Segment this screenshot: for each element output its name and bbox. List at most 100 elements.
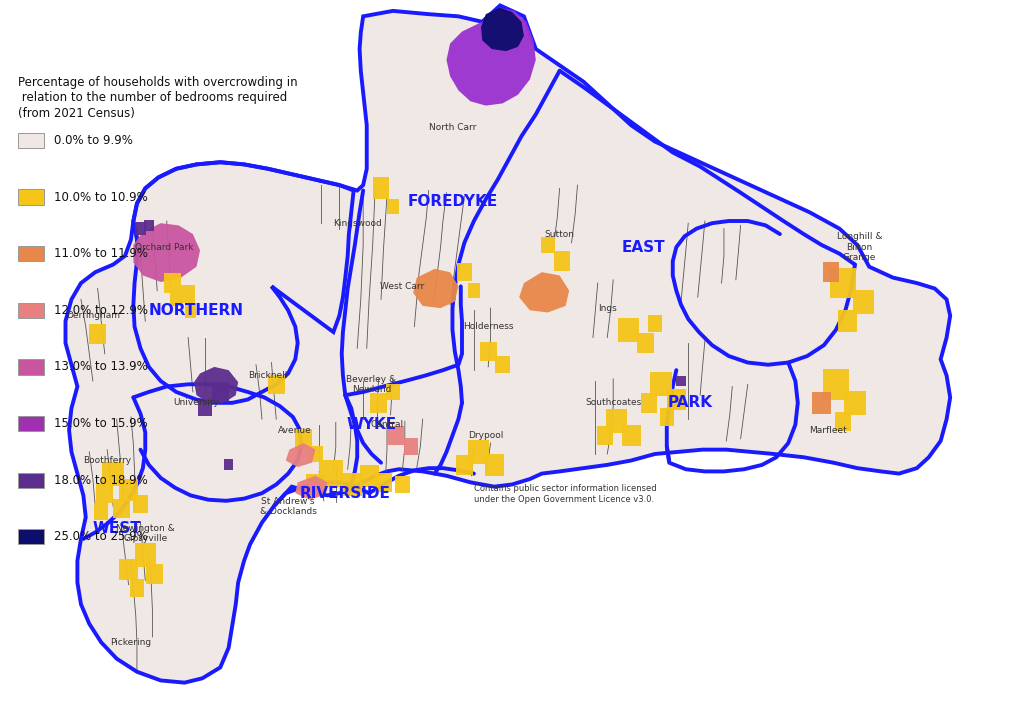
Text: (from 2021 Census): (from 2021 Census) [17,106,135,119]
Text: Avenue: Avenue [279,426,312,434]
FancyBboxPatch shape [17,473,44,488]
FancyBboxPatch shape [295,429,312,449]
Polygon shape [286,443,315,467]
FancyBboxPatch shape [17,529,44,544]
Text: Percentage of households with overcrowding in: Percentage of households with overcrowdi… [17,76,298,89]
FancyBboxPatch shape [319,460,343,487]
FancyBboxPatch shape [468,440,489,464]
Text: WYKE: WYKE [346,417,396,432]
FancyBboxPatch shape [94,503,109,521]
FancyBboxPatch shape [113,499,130,518]
Text: Ings: Ings [598,303,616,313]
Text: relation to the number of bedrooms required: relation to the number of bedrooms requi… [17,91,287,104]
FancyBboxPatch shape [373,177,389,199]
FancyBboxPatch shape [17,359,44,374]
Polygon shape [66,6,950,683]
FancyBboxPatch shape [835,411,851,431]
Text: North Carr: North Carr [429,123,476,132]
FancyBboxPatch shape [650,372,672,396]
Polygon shape [446,8,536,106]
FancyBboxPatch shape [554,251,570,271]
FancyBboxPatch shape [606,409,628,433]
FancyBboxPatch shape [458,264,471,281]
FancyBboxPatch shape [134,543,156,567]
Text: Sutton: Sutton [545,230,574,239]
Text: Boothferry: Boothferry [83,456,131,465]
Text: 10.0% to 10.9%: 10.0% to 10.9% [53,190,147,203]
FancyBboxPatch shape [146,564,163,584]
FancyBboxPatch shape [403,438,418,455]
FancyBboxPatch shape [181,285,196,303]
FancyBboxPatch shape [375,473,392,492]
Text: 12.0% to 12.9%: 12.0% to 12.9% [53,304,147,317]
FancyBboxPatch shape [17,132,44,148]
FancyBboxPatch shape [134,222,146,235]
FancyBboxPatch shape [17,246,44,261]
FancyBboxPatch shape [133,495,147,513]
FancyBboxPatch shape [198,400,212,416]
FancyBboxPatch shape [839,311,857,332]
Text: 11.0% to 11.9%: 11.0% to 11.9% [53,247,147,260]
FancyBboxPatch shape [387,426,403,445]
Text: Holderness: Holderness [463,322,513,331]
FancyBboxPatch shape [89,324,105,344]
Text: Central: Central [371,420,403,429]
FancyBboxPatch shape [17,190,44,205]
Text: Marfleet: Marfleet [809,426,847,434]
Polygon shape [413,269,459,308]
Text: University: University [173,398,219,408]
FancyBboxPatch shape [597,426,613,445]
FancyBboxPatch shape [456,455,473,475]
FancyBboxPatch shape [170,293,182,306]
FancyBboxPatch shape [822,262,840,282]
FancyBboxPatch shape [541,237,555,253]
Text: 13.0% to 13.9%: 13.0% to 13.9% [53,361,147,374]
FancyBboxPatch shape [224,460,233,471]
FancyBboxPatch shape [119,558,138,581]
Text: 25.0% to 25.9%: 25.0% to 25.9% [53,530,147,543]
Polygon shape [133,223,200,282]
Text: Newington &
Gipsyville: Newington & Gipsyville [116,523,175,543]
FancyBboxPatch shape [184,303,197,318]
FancyBboxPatch shape [306,473,325,495]
FancyBboxPatch shape [637,333,653,353]
Text: FOREDYKE: FOREDYKE [408,194,498,209]
Text: Longhill &
Bilton
Grange: Longhill & Bilton Grange [837,232,883,262]
Text: WEST: WEST [92,521,141,536]
FancyBboxPatch shape [648,315,663,332]
FancyBboxPatch shape [812,392,831,413]
Text: RIVERSIDE: RIVERSIDE [300,486,391,501]
FancyBboxPatch shape [371,393,387,413]
Text: West Carr: West Carr [380,282,425,291]
FancyBboxPatch shape [484,454,504,476]
Polygon shape [195,367,239,403]
Text: Kingswood: Kingswood [333,219,382,227]
Text: Beverley &
Newland: Beverley & Newland [346,374,396,394]
FancyBboxPatch shape [102,462,124,486]
Text: EAST: EAST [622,240,665,255]
Text: Derringham: Derringham [66,311,120,320]
Text: 18.0% to 18.9%: 18.0% to 18.9% [53,473,147,487]
FancyBboxPatch shape [144,220,154,231]
Text: Drypool: Drypool [468,431,504,440]
FancyBboxPatch shape [641,393,657,413]
Text: NORTHERN: NORTHERN [148,303,244,318]
FancyBboxPatch shape [17,416,44,431]
Text: 0.0% to 9.9%: 0.0% to 9.9% [53,134,132,147]
Polygon shape [481,8,524,51]
FancyBboxPatch shape [130,579,144,597]
FancyBboxPatch shape [212,382,228,402]
Text: St Andrew's
& Docklands: St Andrew's & Docklands [260,497,316,516]
Text: 15.0% to 15.9%: 15.0% to 15.9% [53,417,147,430]
FancyBboxPatch shape [308,446,323,462]
Polygon shape [519,272,569,313]
FancyBboxPatch shape [119,479,138,501]
FancyBboxPatch shape [268,374,285,394]
FancyBboxPatch shape [395,476,410,493]
FancyBboxPatch shape [386,384,400,400]
Text: Contains public sector information licensed
under the Open Government Licence v3: Contains public sector information licen… [474,484,656,504]
FancyBboxPatch shape [96,484,113,503]
FancyBboxPatch shape [164,273,181,293]
FancyBboxPatch shape [844,391,865,415]
FancyBboxPatch shape [468,283,480,298]
